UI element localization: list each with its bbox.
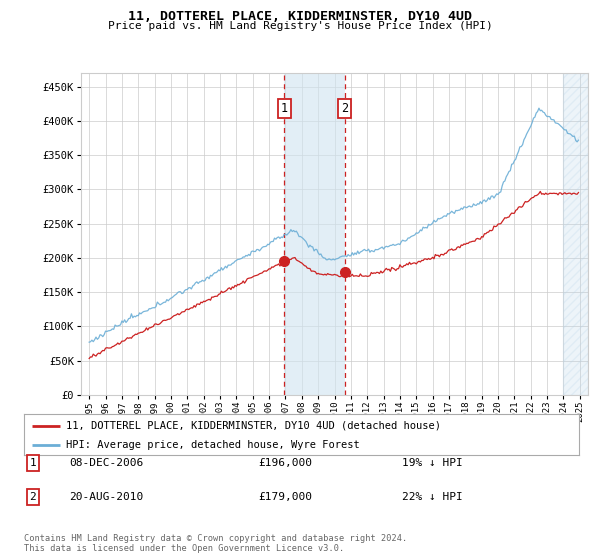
Text: Price paid vs. HM Land Registry's House Price Index (HPI): Price paid vs. HM Land Registry's House … xyxy=(107,21,493,31)
Text: HPI: Average price, detached house, Wyre Forest: HPI: Average price, detached house, Wyre… xyxy=(65,440,359,450)
Bar xyxy=(563,73,588,395)
Text: 2: 2 xyxy=(29,492,37,502)
Text: 1: 1 xyxy=(281,101,288,115)
Text: 11, DOTTEREL PLACE, KIDDERMINSTER, DY10 4UD (detached house): 11, DOTTEREL PLACE, KIDDERMINSTER, DY10 … xyxy=(65,421,440,431)
Text: 19% ↓ HPI: 19% ↓ HPI xyxy=(402,458,463,468)
Bar xyxy=(284,73,345,395)
Text: 2: 2 xyxy=(341,101,349,115)
Text: 20-AUG-2010: 20-AUG-2010 xyxy=(69,492,143,502)
Text: 11, DOTTEREL PLACE, KIDDERMINSTER, DY10 4UD: 11, DOTTEREL PLACE, KIDDERMINSTER, DY10 … xyxy=(128,10,472,23)
Text: 22% ↓ HPI: 22% ↓ HPI xyxy=(402,492,463,502)
Text: 08-DEC-2006: 08-DEC-2006 xyxy=(69,458,143,468)
Text: £196,000: £196,000 xyxy=(258,458,312,468)
Text: 1: 1 xyxy=(29,458,37,468)
Text: Contains HM Land Registry data © Crown copyright and database right 2024.
This d: Contains HM Land Registry data © Crown c… xyxy=(24,534,407,553)
Text: £179,000: £179,000 xyxy=(258,492,312,502)
